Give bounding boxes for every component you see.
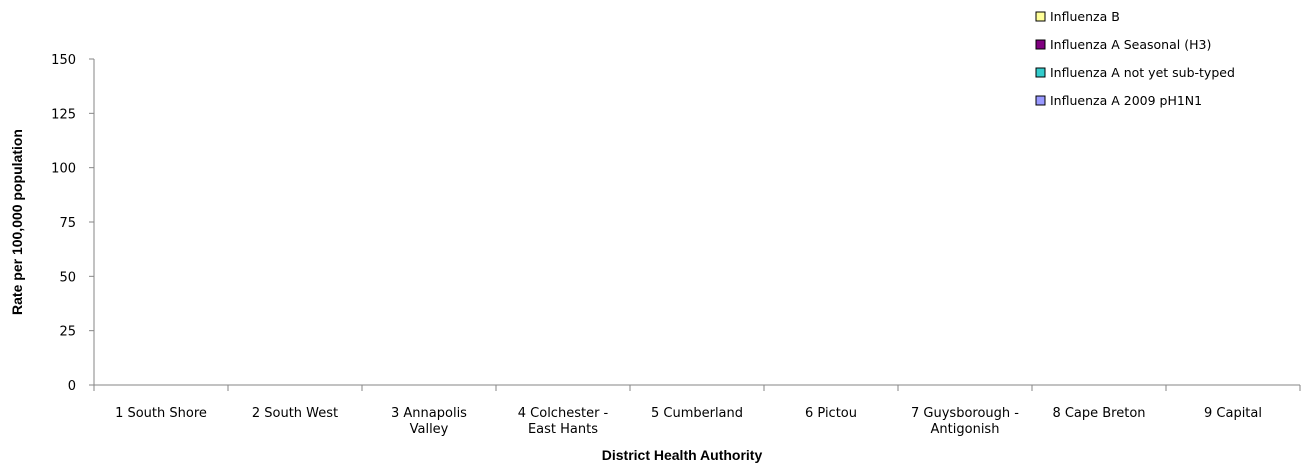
x-tick-label: 4 Colchester -East Hants	[518, 406, 609, 437]
x-tick-label: 6 Pictou	[805, 406, 857, 421]
x-tick-label-line: Antigonish	[931, 422, 1000, 437]
x-tick-label-line: Valley	[410, 422, 449, 437]
y-tick-label: 125	[51, 107, 76, 122]
legend-swatch	[1035, 39, 1046, 50]
x-tick-label: 9 Capital	[1204, 406, 1262, 421]
x-tick-label-line: 8 Cape Breton	[1052, 406, 1145, 421]
x-tick-label: 2 South West	[252, 406, 338, 421]
x-tick-label: 1 South Shore	[115, 406, 207, 421]
legend-swatch	[1035, 11, 1046, 22]
y-tick-label: 25	[59, 325, 76, 340]
legend-label: Influenza A Seasonal (H3)	[1050, 37, 1211, 52]
legend-label: Influenza A 2009 pH1N1	[1050, 93, 1202, 108]
y-tick-label: 50	[59, 270, 76, 285]
x-tick-label-line: 6 Pictou	[805, 406, 857, 421]
x-tick-label-line: 9 Capital	[1204, 406, 1262, 421]
x-tick-label-line: 2 South West	[252, 406, 338, 421]
x-tick-label-line: East Hants	[528, 422, 598, 437]
legend: Influenza B Influenza A Seasonal (H3) Infl…	[1035, 9, 1235, 108]
legend-swatch	[1035, 95, 1046, 106]
x-tick-label-line: 4 Colchester -	[518, 406, 609, 421]
x-axis-title: District Health Authority	[602, 447, 763, 463]
x-tick-label: 5 Cumberland	[651, 406, 743, 421]
legend-swatch	[1035, 67, 1046, 78]
legend-label: Influenza B	[1050, 9, 1120, 24]
y-tick-label: 75	[59, 216, 76, 231]
x-tick-label: 7 Guysborough -Antigonish	[911, 406, 1019, 437]
y-tick-label: 150	[51, 53, 76, 68]
legend-label: Influenza A not yet sub-typed	[1050, 65, 1235, 80]
y-axis: 0 25 50 75 100 125 150	[51, 53, 95, 394]
x-tick-label-line: 7 Guysborough -	[911, 406, 1019, 421]
y-axis-title: Rate per 100,000 population	[9, 129, 25, 315]
x-tick-label: 8 Cape Breton	[1052, 406, 1145, 421]
x-tick-label: 3 Annapolis Valley	[391, 406, 467, 437]
y-tick-label: 0	[68, 379, 76, 394]
x-tick-label-line: 5 Cumberland	[651, 406, 743, 421]
x-tick-label-line: 1 South Shore	[115, 406, 207, 421]
y-tick-label: 100	[51, 162, 76, 177]
x-axis: 1 South Shore 2 South West 3 Annapolis Vall…	[93, 384, 1301, 437]
x-tick-label-line: 3 Annapolis	[391, 406, 467, 421]
